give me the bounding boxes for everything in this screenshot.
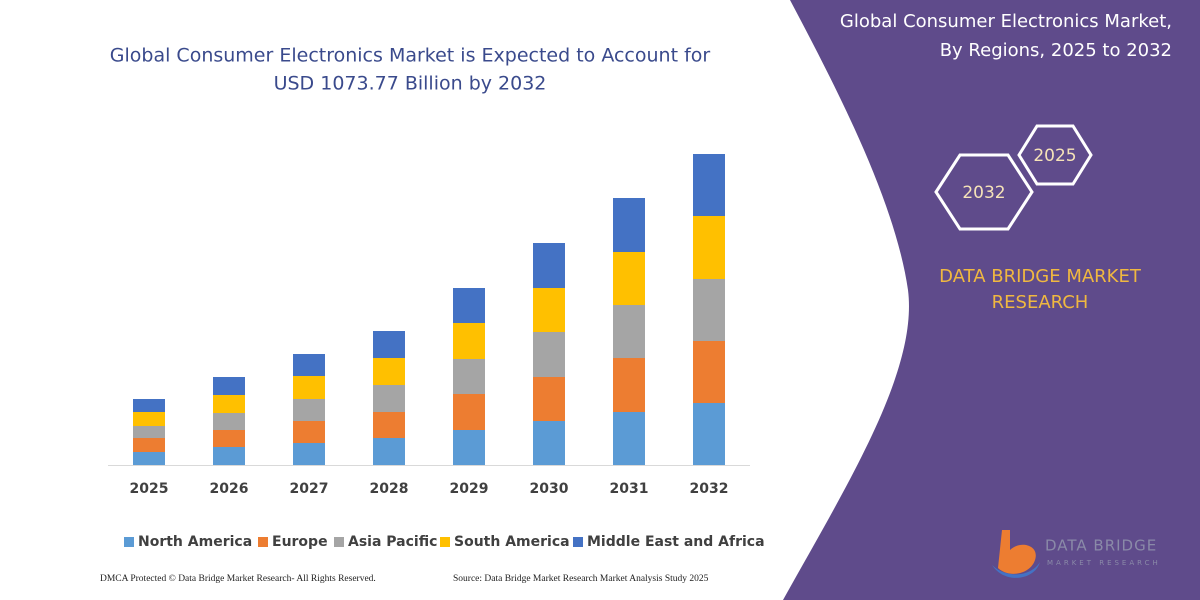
bar-segment <box>613 252 645 305</box>
bar-segment <box>213 395 245 413</box>
bar-segment <box>213 413 245 430</box>
bar-segment <box>213 447 245 465</box>
bar-segment <box>533 332 565 377</box>
footer-note: DMCA Protected © Data Bridge Market Rese… <box>100 573 376 584</box>
hexagon-label: 2032 <box>962 183 1005 203</box>
bar-segment <box>453 323 485 359</box>
logo-icon <box>992 530 1040 578</box>
bar-segment <box>133 399 165 412</box>
bar-segment <box>133 438 165 452</box>
bar-segment <box>613 305 645 358</box>
hexagon <box>934 153 1034 231</box>
bar-segment <box>293 376 325 399</box>
bar-segment <box>133 452 165 465</box>
legend-swatch <box>334 537 344 547</box>
panel-title: By Regions, 2025 to 2032 <box>940 40 1172 61</box>
bar-segment <box>373 438 405 465</box>
bar-segment <box>613 412 645 465</box>
bar-segment <box>693 403 725 465</box>
bar-segment <box>693 154 725 216</box>
legend-label: South America <box>454 534 570 550</box>
x-tick-label: 2028 <box>370 481 409 497</box>
bar-segment <box>453 288 485 323</box>
bar-segment <box>293 354 325 376</box>
bar-segment <box>373 331 405 358</box>
bar-segment <box>293 399 325 421</box>
x-tick-label: 2026 <box>210 481 249 497</box>
bar-segment <box>213 377 245 395</box>
brand: DATA BRIDGE MARKET <box>939 266 1142 287</box>
bar-segment <box>533 377 565 421</box>
bar-segment <box>693 216 725 279</box>
bar-segment <box>533 288 565 332</box>
bar-segment <box>293 421 325 443</box>
side-panel <box>783 0 1200 600</box>
bar-segment <box>133 426 165 438</box>
hexagon-label: 2025 <box>1033 146 1076 166</box>
bar-segment <box>373 412 405 438</box>
chart-title: USD 1073.77 Billion by 2032 <box>274 73 547 95</box>
bar-segment <box>693 279 725 341</box>
bar-segment <box>453 394 485 430</box>
hexagon <box>1017 124 1093 186</box>
bar-segment <box>133 412 165 426</box>
legend-label: Europe <box>272 534 328 550</box>
bar-segment <box>693 341 725 403</box>
x-tick-label: 2031 <box>610 481 649 497</box>
bar-segment <box>213 430 245 447</box>
legend-label: Middle East and Africa <box>587 534 765 550</box>
legend-swatch <box>573 537 583 547</box>
x-tick-label: 2029 <box>450 481 489 497</box>
x-tick-label: 2030 <box>530 481 569 497</box>
x-tick-label: 2027 <box>290 481 329 497</box>
x-tick-label: 2032 <box>690 481 729 497</box>
legend-swatch <box>258 537 268 547</box>
legend-swatch <box>440 537 450 547</box>
bar-segment <box>613 358 645 412</box>
bar-segment <box>453 430 485 465</box>
legend-swatch <box>124 537 134 547</box>
panel-title: Global Consumer Electronics Market, <box>840 11 1172 32</box>
brand: RESEARCH <box>992 292 1089 313</box>
logo-text: DATA BRIDGE <box>1045 537 1157 555</box>
bar-segment <box>373 385 405 412</box>
x-tick-label: 2025 <box>130 481 169 497</box>
bar-segment <box>533 243 565 288</box>
bar-segment <box>453 359 485 394</box>
chart-title: Global Consumer Electronics Market is Ex… <box>110 45 711 67</box>
bar-segment <box>613 198 645 252</box>
logo-text: MARKET RESEARCH <box>1047 559 1161 567</box>
bar-segment <box>293 443 325 465</box>
bar-segment <box>373 358 405 385</box>
bar-segment <box>533 421 565 465</box>
legend-label: North America <box>138 534 252 550</box>
footer-source: Source: Data Bridge Market Research Mark… <box>453 574 709 584</box>
legend-label: Asia Pacific <box>348 534 437 550</box>
